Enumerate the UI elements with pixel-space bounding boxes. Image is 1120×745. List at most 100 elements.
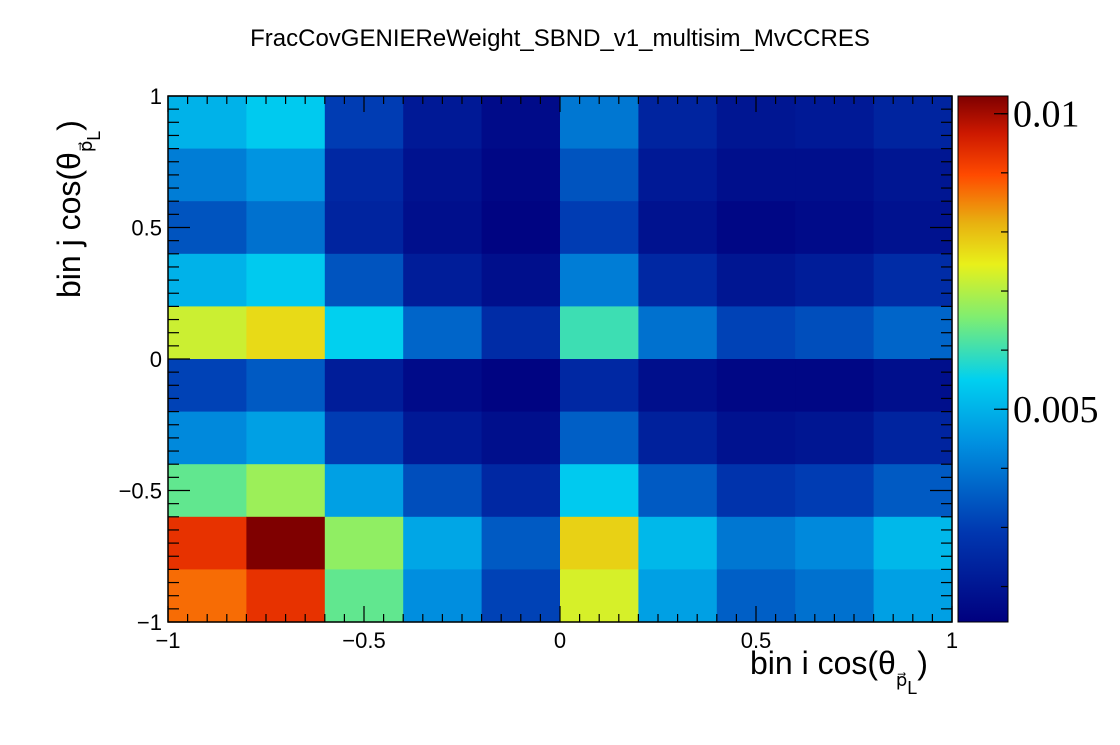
heatmap-cell (638, 411, 718, 465)
heatmap-cell (403, 359, 483, 413)
heatmap-cell (324, 201, 404, 255)
heatmap-cell (324, 411, 404, 465)
heatmap-cell (560, 201, 639, 255)
heatmap-cell (324, 464, 404, 518)
heatmap-cell (560, 516, 639, 570)
heatmap-cell (246, 516, 326, 570)
heatmap-cell (873, 96, 953, 150)
color-palette-bar (957, 95, 1009, 623)
heatmap-cell (246, 359, 326, 413)
heatmap-cell (481, 201, 561, 255)
heatmap-cell (873, 411, 953, 465)
heatmap-cell (246, 411, 326, 465)
y-axis-title-sub: p⃗ (76, 141, 96, 152)
x-axis-title: bin i cos(θp⃗L) (750, 645, 928, 698)
x-tick-label: 0.5 (741, 628, 772, 653)
heatmap-cell (560, 96, 639, 150)
heatmap-cell (716, 516, 796, 570)
heatmap-cell (403, 201, 483, 255)
y-axis-title: bin j cos(θp⃗L) (51, 120, 104, 298)
heatmap-cell (638, 253, 718, 307)
heatmap-cell (795, 148, 875, 202)
heatmap-cell (168, 411, 247, 465)
heatmap-cell (795, 516, 875, 570)
y-axis-title-main: bin j cos(θ (51, 152, 87, 298)
heatmap-cell (481, 516, 561, 570)
heatmap-cell (481, 359, 561, 413)
x-tick-label: −0.5 (342, 628, 385, 653)
palette-ticks: 0.005 0.01 (994, 94, 1099, 588)
heatmap-cell (873, 516, 953, 570)
heatmap-cell (795, 359, 875, 413)
heatmap-cell (246, 464, 326, 518)
heatmap-cell (481, 253, 561, 307)
heatmap-cell (246, 569, 326, 623)
x-axis-title-suffix: ) (917, 645, 928, 681)
heatmap-cell (795, 253, 875, 307)
x-axis-title-main: bin i cos(θ (750, 645, 896, 681)
x-axis-title-sub: p⃗ (896, 670, 907, 690)
heatmap-cell (246, 306, 326, 360)
heatmap-cell (481, 306, 561, 360)
heatmap-cell (716, 411, 796, 465)
heatmap-cell (560, 148, 639, 202)
heatmap-cell (246, 96, 326, 150)
heatmap-cell (168, 516, 247, 570)
heatmap-cell (168, 569, 247, 623)
heatmap-cell (324, 516, 404, 570)
x-axis-ticks: −1 −0.5 0 0.5 1 (155, 96, 958, 653)
heatmap-cell (403, 96, 483, 150)
heatmap-cell (246, 148, 326, 202)
heatmap-cell (716, 359, 796, 413)
heatmap-cell (403, 306, 483, 360)
palette-tick-label: 0.01 (1013, 94, 1080, 136)
heatmap-cell (481, 464, 561, 518)
heatmap-cell (873, 306, 953, 360)
heatmap-cell (403, 411, 483, 465)
heatmap-cell (638, 359, 718, 413)
heatmap-cell (638, 516, 718, 570)
heatmap-cell (481, 569, 561, 623)
x-tick-label: 0 (554, 628, 566, 653)
heatmap-cell (246, 253, 326, 307)
heatmap-cell (560, 411, 639, 465)
heatmap-cell (638, 306, 718, 360)
heatmap-cell (638, 96, 718, 150)
heatmap-cell (560, 569, 639, 623)
heatmap-cell (168, 253, 247, 307)
heatmap-cell (560, 464, 639, 518)
x-axis-title-subsub: L (907, 678, 917, 698)
heatmap-cell (638, 148, 718, 202)
heatmap-cells (168, 96, 953, 623)
heatmap-cell (716, 306, 796, 360)
heatmap-cell (716, 148, 796, 202)
y-axis-ticks: −1 −0.5 0 0.5 1 (119, 84, 952, 635)
y-axis-title-subsub: L (84, 131, 104, 141)
heatmap-cell (168, 96, 247, 150)
heatmap-cell (168, 306, 247, 360)
heatmap-cell (716, 464, 796, 518)
heatmap-cell (560, 306, 639, 360)
heatmap-cell (873, 359, 953, 413)
heatmap-cell (716, 253, 796, 307)
heatmap-cell (638, 464, 718, 518)
heatmap-cell (324, 148, 404, 202)
heatmap-cell (481, 148, 561, 202)
heatmap-cell (560, 359, 639, 413)
heatmap-cell (873, 253, 953, 307)
x-tick-label: 1 (946, 628, 958, 653)
chart-title: FracCovGENIEReWeight_SBND_v1_multisim_Mv… (250, 25, 870, 52)
y-tick-label: 0.5 (131, 216, 162, 241)
heatmap-cell (324, 306, 404, 360)
heatmap-cell (795, 464, 875, 518)
y-tick-label: 1 (150, 84, 162, 109)
y-axis-title-suffix: ) (51, 120, 87, 131)
heatmap-cell (795, 569, 875, 623)
heatmap-cell (403, 569, 483, 623)
y-tick-label: −0.5 (119, 479, 162, 504)
y-tick-label: 0 (150, 347, 162, 372)
heatmap-cell (246, 201, 326, 255)
heatmap-cell (168, 148, 247, 202)
